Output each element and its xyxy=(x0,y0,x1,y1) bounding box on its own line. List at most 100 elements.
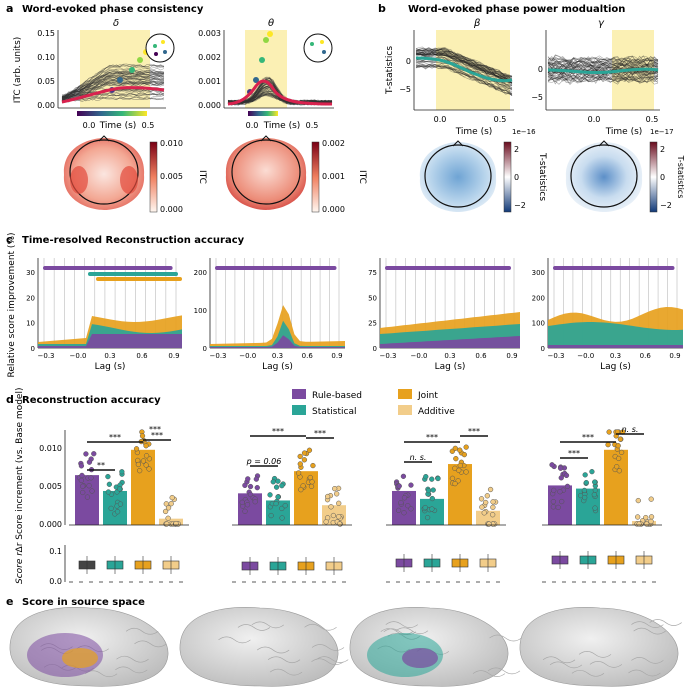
d-sig-label: *** xyxy=(582,433,594,442)
trace-line xyxy=(415,47,513,79)
trace-line xyxy=(416,53,513,85)
d-point xyxy=(135,461,142,468)
trace-line xyxy=(62,75,165,96)
c-area-series xyxy=(548,322,683,348)
d-point xyxy=(644,521,650,527)
d-point xyxy=(114,509,121,515)
c-xlabel: Lag (s) xyxy=(435,362,466,372)
d-bar xyxy=(238,493,262,525)
d-point xyxy=(267,492,273,498)
brain-sulcus xyxy=(116,655,149,663)
trace-line xyxy=(547,71,659,81)
trace-line xyxy=(61,82,165,101)
c-xlabel: Lag (s) xyxy=(262,362,293,372)
a-cbar-theta xyxy=(311,141,320,213)
brain-sulcus xyxy=(578,651,612,658)
a-theta-dot xyxy=(267,31,273,37)
trace-line xyxy=(227,93,333,104)
trace-line xyxy=(415,49,513,80)
trace-line xyxy=(415,51,513,80)
trace-line xyxy=(415,49,513,81)
a-delta-ytick-2: 0.10 xyxy=(37,53,55,62)
b-gamma-offset: 1e−17 xyxy=(650,128,674,136)
trace-line xyxy=(415,51,513,82)
d-point xyxy=(484,493,490,499)
d-point xyxy=(146,466,152,472)
d-point xyxy=(117,486,123,492)
b-gamma-traces xyxy=(547,54,659,85)
trace-line xyxy=(61,76,165,99)
d-point xyxy=(301,450,308,456)
d-point xyxy=(273,484,280,490)
d-group-2 xyxy=(232,447,352,583)
b-cbar-gamma-0: 2 xyxy=(660,145,665,154)
trace-line xyxy=(415,51,513,82)
trace-line xyxy=(415,51,513,81)
d-point xyxy=(253,476,259,482)
panel-letter-a: a xyxy=(6,2,13,15)
a-cbar-delta-0: 0.010 xyxy=(160,139,183,148)
a-delta-xtick-1: 0.5 xyxy=(142,121,155,130)
d-point xyxy=(489,512,496,518)
c-plot-3: 0 25 50 75 −0.3 −0.0 0.3 0.6 0.9 Lag (s) xyxy=(368,258,520,372)
trace-line xyxy=(227,94,333,105)
a-theta-dot xyxy=(253,77,259,83)
d-point xyxy=(398,499,404,506)
brain-sulcus xyxy=(385,621,418,628)
brain-sulcus xyxy=(631,657,664,664)
d-point xyxy=(242,508,248,514)
a-ylabel: ITC (arb. units) xyxy=(13,37,23,104)
trace-line xyxy=(547,56,659,65)
trace-line xyxy=(227,94,333,105)
trace-line xyxy=(547,56,659,63)
a-cbar-delta-2: 0.000 xyxy=(160,205,183,214)
d-point xyxy=(168,501,174,507)
d-point xyxy=(435,475,441,482)
trace-line xyxy=(61,96,165,103)
a-cbar-delta-label: ITC xyxy=(197,170,207,184)
b-ylabel: T-statistics xyxy=(385,46,395,95)
b-gamma-ytick-0: 0 xyxy=(538,65,543,74)
trace-line xyxy=(415,63,513,96)
trace-line xyxy=(227,92,333,104)
trace-line xyxy=(61,79,165,98)
trace-line xyxy=(547,62,659,71)
b-topomap-beta xyxy=(419,140,497,212)
trace-line xyxy=(416,53,513,84)
d-point xyxy=(486,521,492,527)
trace-line xyxy=(61,80,165,100)
brain-surface xyxy=(519,606,679,687)
trace-line xyxy=(61,76,165,98)
a-delta-timebar xyxy=(77,111,147,116)
d-bar xyxy=(604,449,628,525)
trace-line xyxy=(61,64,165,99)
b-gamma-mean xyxy=(547,67,659,75)
c-xlabel: Lag (s) xyxy=(600,362,631,372)
trace-line xyxy=(415,47,513,78)
panel-letter-e: e xyxy=(6,595,13,608)
trace-line xyxy=(62,71,165,96)
c-sig-bar xyxy=(43,266,173,270)
trace-line xyxy=(415,66,513,96)
d-point xyxy=(452,480,458,487)
brain-sulcus xyxy=(125,627,159,635)
b-cbar-beta-0: 2 xyxy=(514,145,519,154)
trace-line xyxy=(415,64,513,96)
c-xtick: 0.6 xyxy=(302,352,314,360)
a-cbar-delta xyxy=(149,141,158,213)
d-point xyxy=(648,514,655,520)
d-point xyxy=(300,483,306,489)
a-theta-ytick-0: 0.000 xyxy=(198,101,221,110)
b-cbar-beta-2: −2 xyxy=(514,201,526,210)
brain-sulcus xyxy=(304,623,337,631)
brain-sulcus xyxy=(472,670,506,677)
d-point xyxy=(86,483,92,489)
trace-line xyxy=(547,69,659,77)
d-point xyxy=(91,451,97,457)
d-point xyxy=(490,499,496,505)
d-point xyxy=(648,518,654,525)
panel-a: a Word-evoked phase consistency δ θ ITC … xyxy=(6,2,367,214)
c-area-series xyxy=(210,320,345,348)
trace-line xyxy=(227,78,333,104)
d-point xyxy=(643,514,649,521)
